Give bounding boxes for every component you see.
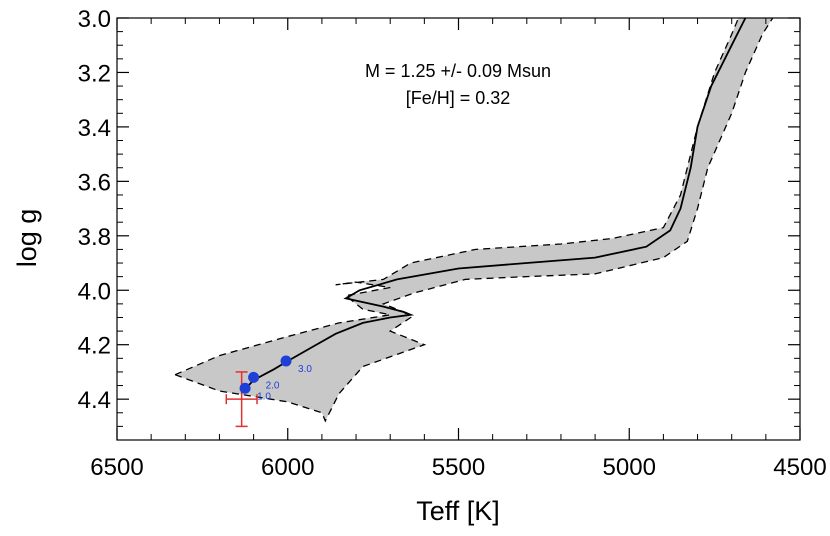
upper-bound-line: [174, 17, 740, 376]
y-tick-label: 4.2: [78, 333, 111, 360]
x-tick-label: 6000: [261, 454, 314, 481]
x-tick-label: 5000: [603, 454, 656, 481]
x-axis-title: Teff [K]: [416, 496, 500, 526]
evolution-track: [242, 17, 747, 392]
y-tick-label: 3.0: [78, 6, 111, 33]
age-marker: [248, 371, 260, 383]
y-tick-label: 3.6: [78, 169, 111, 196]
y-tick-label: 3.2: [78, 60, 111, 87]
y-tick-label: 4.4: [78, 387, 111, 414]
y-axis-title: log g: [12, 209, 42, 268]
age-marker: [280, 355, 292, 367]
age-marker-label: 3.0: [298, 364, 312, 375]
observation-error-bars: [225, 371, 258, 428]
age-marker-label: 1.0: [257, 391, 271, 402]
y-tick-label: 3.8: [78, 224, 111, 251]
uncertainty-band: [175, 18, 773, 421]
band-area: [175, 18, 773, 421]
track-line: [242, 17, 747, 392]
metallicity-annotation: [Fe/H] = 0.32: [406, 88, 511, 108]
y-tick-label: 3.4: [78, 115, 111, 142]
age-marker-label: 2.0: [266, 380, 280, 391]
lower-bound-line: [174, 17, 774, 423]
bound-lines: [174, 17, 774, 423]
mass-annotation: M = 1.25 +/- 0.09 Msun: [365, 61, 551, 81]
age-markers: 1.02.0 3.0: [239, 355, 312, 402]
x-tick-label: 5500: [432, 454, 485, 481]
y-tick-label: 4.0: [78, 278, 111, 305]
x-tick-label: 4500: [773, 454, 826, 481]
axis-ticks: 6500 6000 5500 5000 4500 3.0 3.2 3.4 3.6 3.8 4.0 4.…: [78, 6, 827, 481]
x-tick-label: 6500: [90, 454, 143, 481]
age-marker: [239, 382, 251, 394]
